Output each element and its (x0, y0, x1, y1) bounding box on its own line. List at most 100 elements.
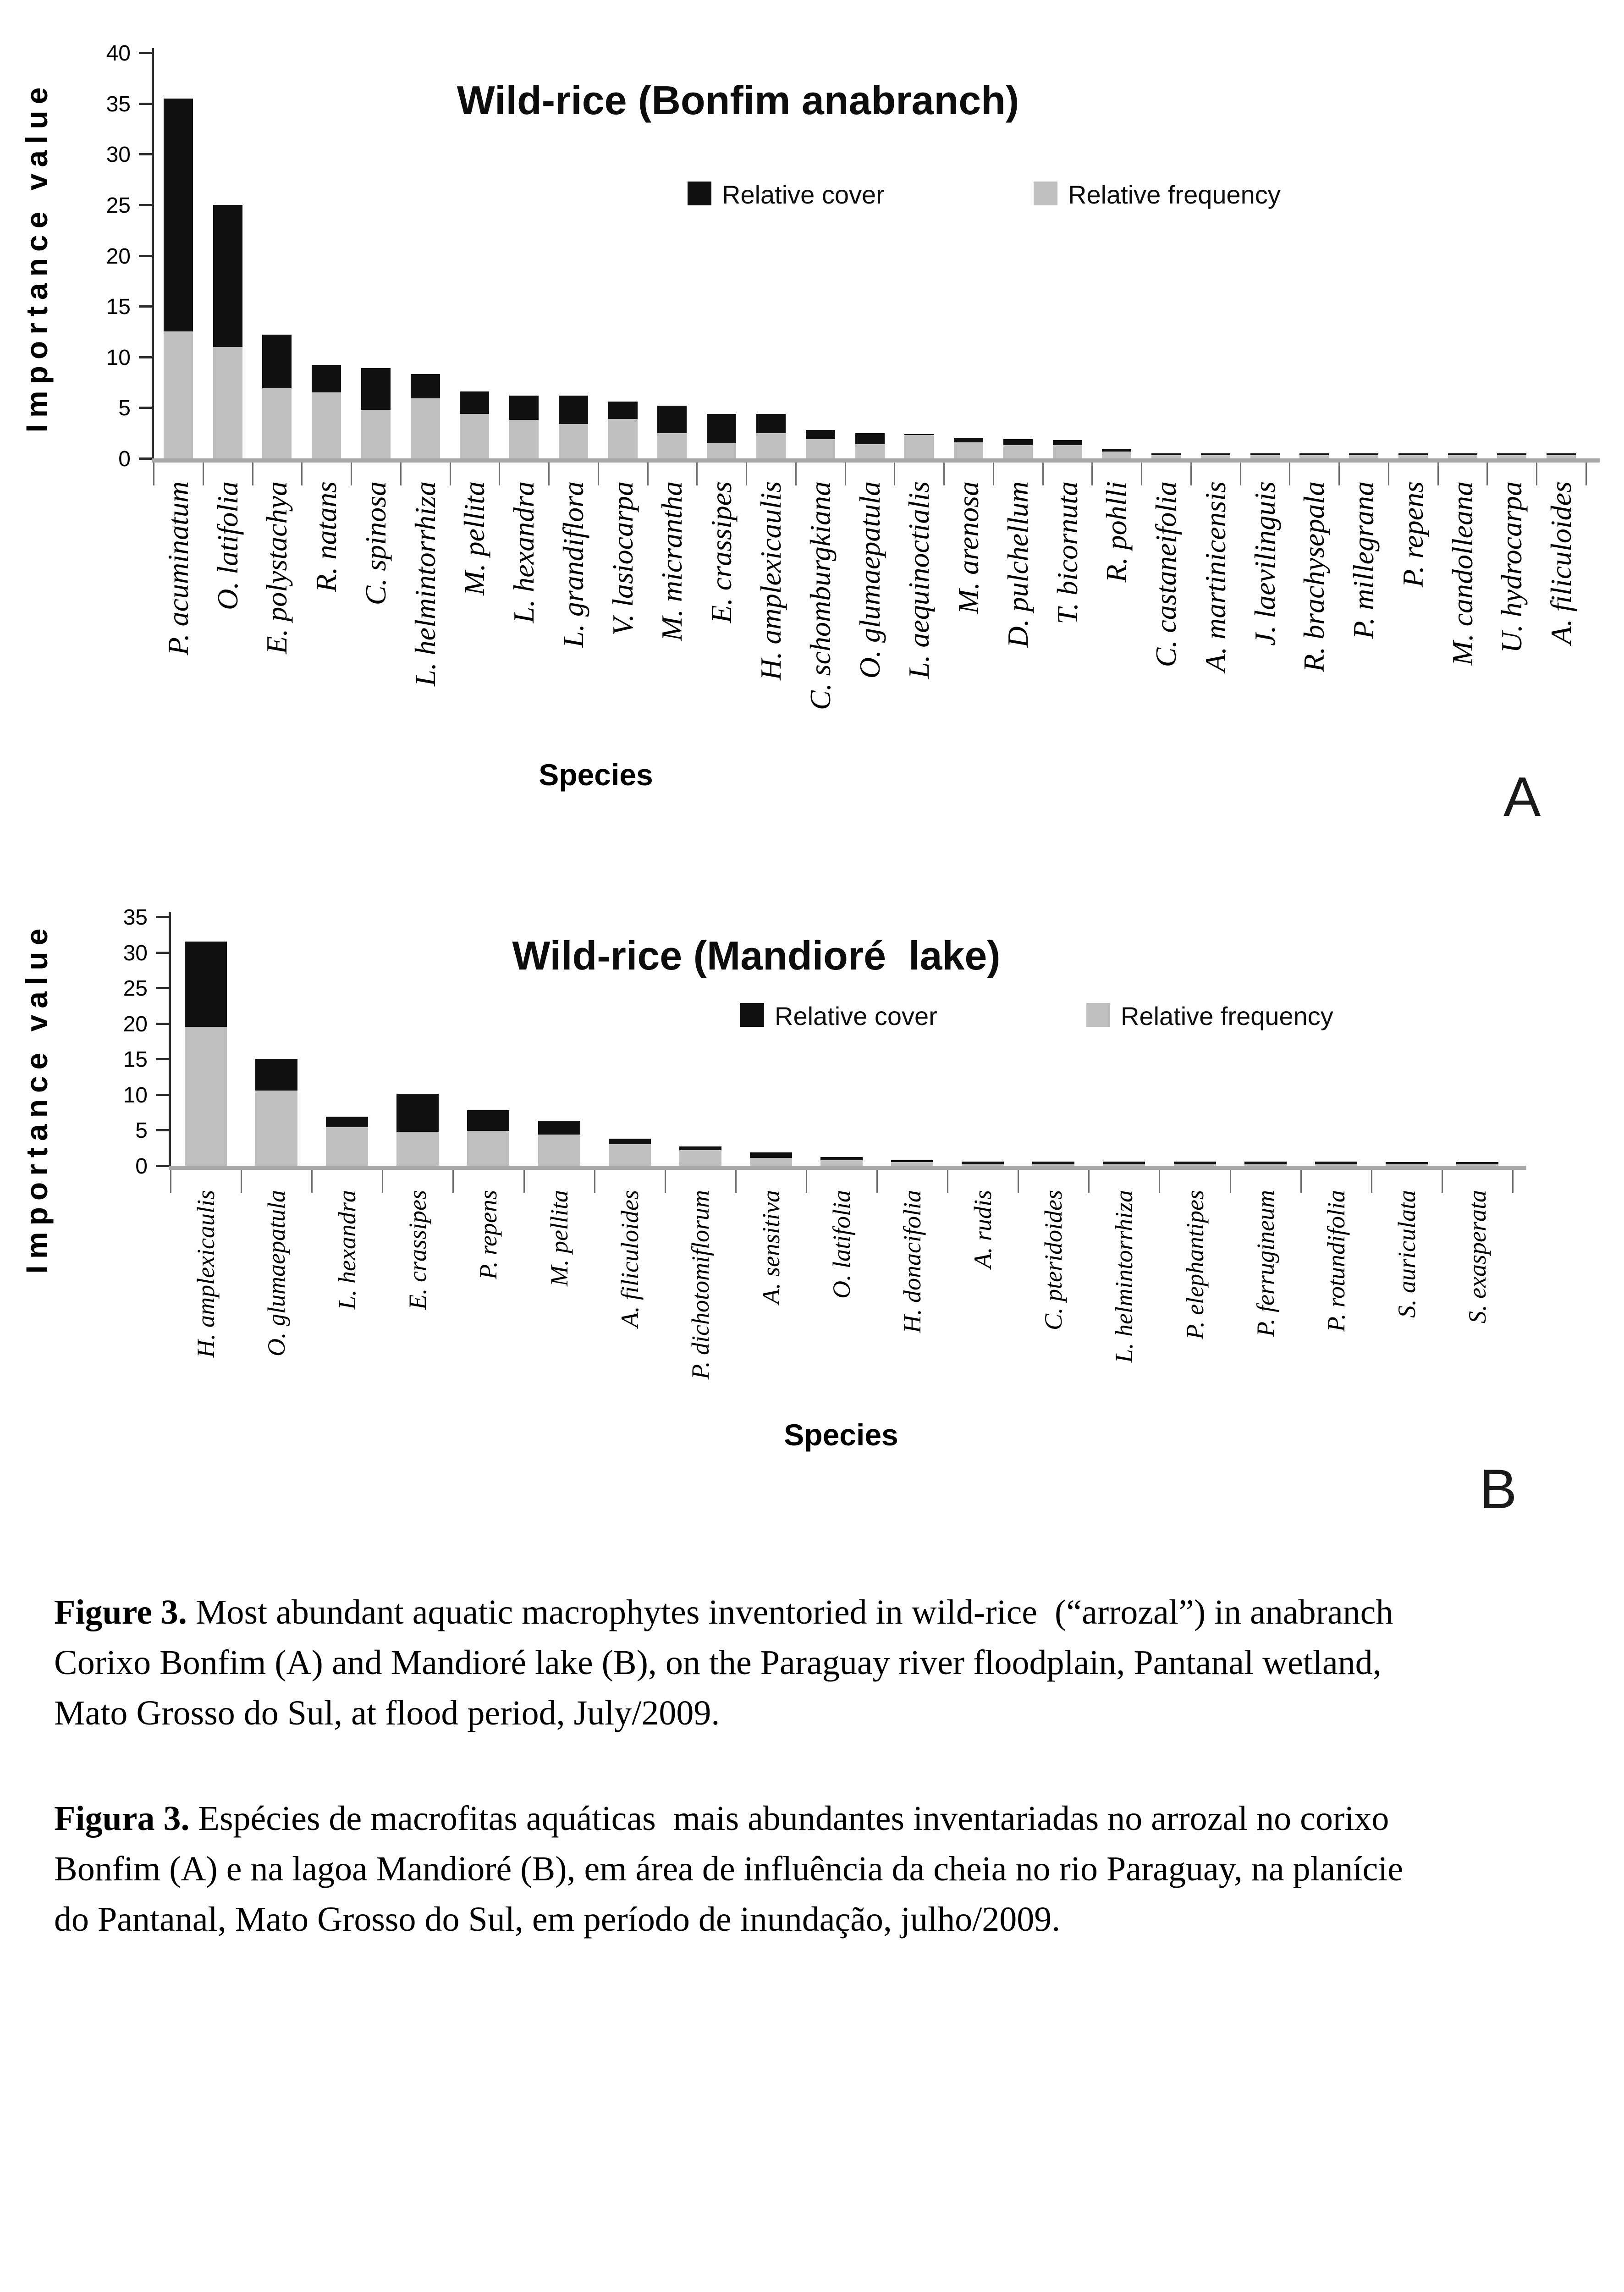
bar-frequency-P. rotundifolia (1315, 1164, 1357, 1166)
caption-portuguese-text-1: Espécies de macrofitas aquáticas mais ab… (189, 1799, 1389, 1838)
bar-cover-P. millegrana (1349, 453, 1379, 456)
bar-cover-H. amplexicaulis (185, 942, 227, 1027)
bar-cover-J. laevilinguis (1250, 453, 1280, 456)
bar-cover-R. natans (312, 365, 341, 393)
bar-frequency-M. pellita (538, 1134, 580, 1166)
chart-a-x-tick (1141, 463, 1143, 485)
bar-frequency-O. glumaepatula (855, 444, 885, 458)
bar-frequency-L. helmintorrhiza (410, 398, 440, 458)
chart-a-x-tick (301, 463, 303, 485)
bar-frequency-J. laevilinguis (1250, 455, 1280, 458)
chart-a-y-axis-line (152, 48, 154, 460)
species-label-C. schomburgkiana: C. schomburgkiana (804, 481, 837, 710)
chart-a-x-tick (597, 463, 599, 485)
caption-portuguese-line-3: do Pantanal, Mato Grosso do Sul, em perí… (54, 1900, 1061, 1939)
chart-b-x-tick (1018, 1170, 1019, 1193)
species-label-E. polystachya: E. polystachya (260, 481, 293, 654)
caption-portuguese-line-2: Bonfim (A) e na lagoa Mandioré (B), em á… (54, 1850, 1404, 1888)
legend-frequency-swatch-a (1034, 182, 1057, 205)
bar-cover-P. dichotomiflorum (679, 1146, 721, 1150)
bar-frequency-H. donacifolia (891, 1162, 934, 1166)
bar-cover-T. bicornuta (1052, 440, 1082, 446)
chart-b-y-tick (156, 1022, 171, 1025)
species-label-O. glumaepatula: O. glumaepatula (853, 481, 886, 679)
bar-cover-P. repens (467, 1110, 510, 1131)
species-label-H. amplexicaulis: H. amplexicaulis (192, 1190, 220, 1358)
chart-b-y-tick (156, 1058, 171, 1061)
bar-cover-C. schomburgkiana (805, 430, 835, 439)
bar-cover-M. candolleana (1448, 453, 1477, 456)
chart-b-y-tick (156, 1165, 171, 1167)
chart-a-y-tick-label: 5 (118, 396, 131, 421)
bar-frequency-O. latifolia (820, 1160, 863, 1166)
species-label-H. amplexicaulis: H. amplexicaulis (754, 481, 787, 680)
species-label-H. donacifolia: H. donacifolia (898, 1190, 926, 1333)
bar-frequency-E. polystachya (262, 388, 292, 458)
species-label-S. auriculata: S. auriculata (1393, 1190, 1420, 1318)
species-label-L. hexandra: L. hexandra (333, 1190, 361, 1310)
chart-a-x-tick (400, 463, 402, 485)
bar-frequency-P. repens (1398, 455, 1428, 458)
bar-frequency-H. amplexicaulis (185, 1027, 227, 1166)
chart-a-x-tick (548, 463, 550, 485)
panel-letter-b: B (1480, 1458, 1517, 1520)
species-label-L. hexandra: L. hexandra (507, 481, 540, 623)
chart-a-title: Wild-rice (Bonfim anabranch) (457, 77, 1019, 123)
bar-frequency-E. crassipes (707, 443, 737, 458)
chart-a-x-tick (1437, 463, 1439, 485)
chart-b-y-tick-label: 20 (123, 1012, 148, 1036)
bar-frequency-R. pohlli (1102, 451, 1132, 458)
bar-cover-U. hydrocarpa (1497, 453, 1527, 456)
species-label-C. spinosa: C. spinosa (359, 481, 392, 606)
species-label-P. repens: P. repens (1396, 481, 1429, 588)
bar-cover-L. helmintorrhiza (1103, 1161, 1145, 1164)
chart-b-y-tick-label: 15 (123, 1047, 148, 1072)
chart-a-y-tick (139, 407, 154, 409)
bar-frequency-P. millegrana (1349, 455, 1379, 458)
bar-cover-C. castaneifolia (1151, 453, 1181, 456)
bar-frequency-A. sensitiva (749, 1157, 792, 1166)
bar-cover-P. ferrugineum (1244, 1161, 1287, 1164)
chart-b-x-tick (594, 1170, 595, 1193)
species-label-A. filiculoides: A. filiculoides (616, 1190, 644, 1328)
bar-frequency-C. schomburgkiana (805, 439, 835, 458)
chart-a-x-tick (1338, 463, 1340, 485)
bar-frequency-O. latifolia (213, 347, 242, 458)
bar-frequency-H. amplexicaulis (756, 433, 786, 458)
bar-frequency-C. castaneifolia (1151, 455, 1181, 458)
bar-frequency-D. pulchellum (1003, 445, 1033, 458)
bar-cover-A. martinicensis (1200, 453, 1230, 456)
bar-cover-E. crassipes (396, 1094, 439, 1132)
bar-cover-A. filiculoides (1547, 453, 1576, 456)
species-label-A. filiculoides: A. filiculoides (1545, 481, 1578, 645)
chart-b-y-tick-label: 30 (123, 941, 148, 965)
chart-a-x-tick (1486, 463, 1488, 485)
chart-a-x-tick (1387, 463, 1389, 485)
chart-a-y-tick-label: 10 (106, 345, 131, 370)
chart-a-y-tick-label: 40 (106, 41, 131, 66)
bar-frequency-P. ferrugineum (1244, 1164, 1287, 1166)
species-label-S. exasperata: S. exasperata (1463, 1190, 1491, 1323)
chart-a-y-tick-label: 30 (106, 143, 131, 167)
bar-cover-R. pohlli (1102, 449, 1132, 452)
bar-cover-H. amplexicaulis (756, 413, 786, 433)
chart-a-x-tick (844, 463, 846, 485)
chart-b-y-tick (156, 916, 171, 918)
chart-b-x-tick (382, 1170, 384, 1193)
species-label-P. ferrugineum: P. ferrugineum (1251, 1190, 1279, 1337)
species-label-P. elephantipes: P. elephantipes (1181, 1190, 1209, 1339)
chart-b-y-axis-line (169, 912, 171, 1168)
species-label-P. repens: P. repens (474, 1190, 502, 1279)
bar-frequency-L. hexandra (509, 419, 539, 458)
bar-cover-D. pulchellum (1003, 439, 1033, 446)
bar-frequency-M. micrantha (657, 433, 687, 458)
panel-letter-a: A (1503, 766, 1541, 828)
bar-cover-E. polystachya (262, 335, 292, 389)
chart-b-y-tick-label: 0 (135, 1154, 148, 1179)
chart-a-y-tick-label: 25 (106, 193, 131, 218)
species-label-C. castaneifolia: C. castaneifolia (1150, 481, 1183, 667)
chart-b-x-tick (664, 1170, 666, 1193)
bar-cover-P. rotundifolia (1315, 1161, 1357, 1164)
bar-frequency-P. acuminatum (163, 331, 193, 458)
chart-a-x-tick (252, 463, 253, 485)
